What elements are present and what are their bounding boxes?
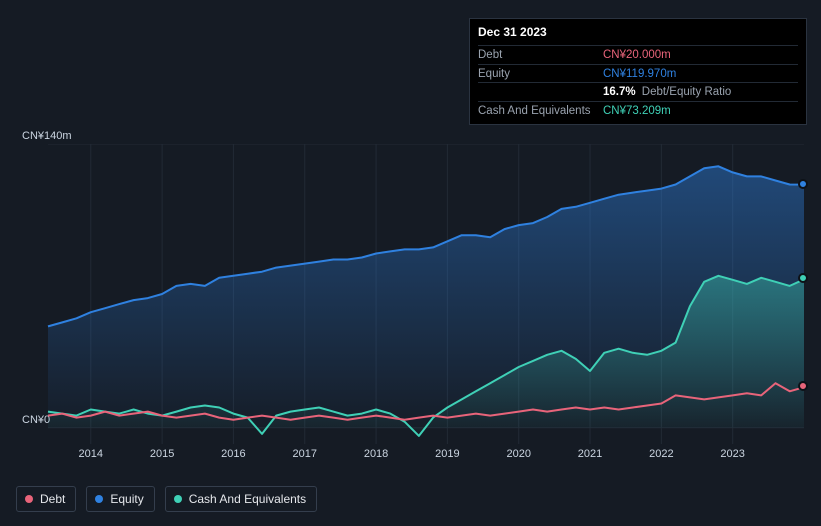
info-box: Dec 31 2023 DebtCN¥20.000mEquityCN¥119.9… xyxy=(469,18,807,125)
info-row-label xyxy=(478,85,603,100)
x-tick-label: 2017 xyxy=(293,448,317,460)
info-row: Cash And EquivalentsCN¥73.209m xyxy=(478,101,798,120)
info-row-value: CN¥73.209m xyxy=(603,104,671,119)
info-row-value: CN¥119.970m xyxy=(603,67,676,82)
info-row: EquityCN¥119.970m xyxy=(478,64,798,83)
legend-item-equity[interactable]: Equity xyxy=(86,486,154,512)
legend-dot-icon xyxy=(174,495,182,503)
info-row-value: 16.7% Debt/Equity Ratio xyxy=(603,85,731,100)
x-tick-label: 2021 xyxy=(578,448,602,460)
info-row-label: Debt xyxy=(478,48,603,63)
legend-item-cash[interactable]: Cash And Equivalents xyxy=(165,486,317,512)
info-rows: DebtCN¥20.000mEquityCN¥119.970m16.7% Deb… xyxy=(478,45,798,121)
legend-label: Equity xyxy=(110,492,143,506)
x-tick-label: 2020 xyxy=(506,448,530,460)
x-axis-labels: 2014 2015 2016 2017 2018 2019 2020 2021 2022 2023 xyxy=(48,448,805,466)
legend-dot-icon xyxy=(25,495,33,503)
x-tick-label: 2022 xyxy=(649,448,673,460)
legend: Debt Equity Cash And Equivalents xyxy=(16,486,317,512)
legend-dot-icon xyxy=(95,495,103,503)
legend-label: Debt xyxy=(40,492,65,506)
info-row: 16.7% Debt/Equity Ratio xyxy=(478,82,798,101)
x-tick-label: 2014 xyxy=(79,448,103,460)
series-end-dot xyxy=(798,381,808,391)
series-end-dot xyxy=(798,179,808,189)
series-end-dot xyxy=(798,273,808,283)
legend-label: Cash And Equivalents xyxy=(189,492,306,506)
x-tick-label: 2023 xyxy=(720,448,744,460)
chart-container: Dec 31 2023 DebtCN¥20.000mEquityCN¥119.9… xyxy=(0,0,821,526)
info-row-value: CN¥20.000m xyxy=(603,48,671,63)
chart-plot xyxy=(16,144,804,444)
info-row-label: Cash And Equivalents xyxy=(478,104,603,119)
info-date: Dec 31 2023 xyxy=(478,25,798,45)
y-tick-label: CN¥140m xyxy=(22,130,72,142)
x-tick-label: 2016 xyxy=(221,448,245,460)
info-row: DebtCN¥20.000m xyxy=(478,45,798,64)
info-row-label: Equity xyxy=(478,67,603,82)
legend-item-debt[interactable]: Debt xyxy=(16,486,76,512)
x-tick-label: 2015 xyxy=(150,448,174,460)
x-tick-label: 2019 xyxy=(435,448,459,460)
chart-svg xyxy=(16,144,804,444)
x-tick-label: 2018 xyxy=(364,448,388,460)
